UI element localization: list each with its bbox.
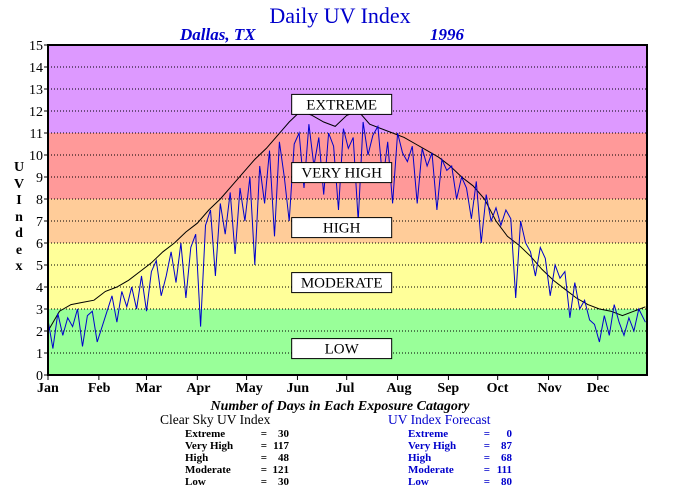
forecast-row: High = 68 [408, 452, 512, 464]
band-label-box [291, 162, 393, 184]
x-tick-label: Nov [538, 381, 562, 396]
plot-frame [47, 44, 648, 376]
band-label-box [291, 93, 393, 115]
y-axis-label: U V I n d e x [12, 160, 26, 276]
y-axis-letter: I [16, 193, 22, 208]
clear-sky-stats: Clear Sky UV Index Extreme = 30 Very High =… [160, 412, 289, 488]
x-tick-label: Jul [336, 381, 355, 396]
clear-sky-row: Low = 30 [185, 476, 289, 488]
y-axis-letter: e [15, 242, 23, 258]
y-tick-label: 13 [29, 83, 43, 98]
clear-sky-row: Moderate = 121 [185, 464, 289, 476]
band-label: HIGH [323, 221, 361, 237]
x-tick-label: May [236, 381, 263, 396]
series-line-clear-sky [47, 110, 646, 332]
y-axis-letter: V [13, 176, 25, 192]
y-tick-label: 3 [36, 303, 43, 318]
y-tick-label: 10 [29, 149, 43, 164]
y-tick-label: 12 [29, 105, 43, 120]
counts-title: Number of Days in Each Exposure Catagory [210, 399, 470, 414]
forecast-stats: UV Index Forecast Extreme = 0 Very High = 87… [388, 412, 512, 488]
x-tick-label: Oct [487, 381, 509, 396]
clear-sky-row: Extreme = 30 [185, 428, 289, 440]
clear-sky-row: Very High = 117 [185, 440, 289, 452]
forecast-row: Low = 80 [408, 476, 512, 488]
y-axis-letter: x [15, 259, 23, 274]
y-axis-letter: U [13, 160, 25, 175]
y-tick-label: 0 [36, 369, 43, 384]
band-label-box [291, 338, 393, 360]
x-tick-label: Sep [437, 381, 459, 396]
forecast-row: Moderate = 111 [408, 464, 512, 476]
clear-sky-row: High = 48 [185, 452, 289, 464]
y-tick-label: 7 [36, 215, 43, 230]
x-tick-label: Mar [135, 381, 161, 396]
band-label: VERY HIGH [301, 166, 382, 182]
chart-year: 1996 [430, 25, 464, 44]
forecast-row: Extreme = 0 [408, 428, 512, 440]
y-tick-label: 4 [36, 281, 43, 296]
x-tick-label: Jan [37, 381, 59, 396]
y-tick-label: 5 [36, 259, 43, 274]
y-tick-label: 15 [29, 39, 43, 54]
y-tick-label: 8 [36, 193, 43, 208]
y-axis-letter: d [15, 226, 23, 241]
band-label-box [291, 272, 393, 294]
y-tick-label: 14 [29, 61, 43, 76]
y-axis-letter: n [15, 209, 23, 225]
x-tick-label: Apr [186, 381, 210, 396]
x-tick-label: Dec [587, 381, 610, 396]
forecast-row: Very High = 87 [408, 440, 512, 452]
x-tick-label: Feb [88, 381, 111, 396]
x-tick-label: Aug [387, 381, 412, 396]
band-label: MODERATE [301, 276, 383, 292]
band-label: EXTREME [306, 97, 377, 113]
chart-location: Dallas, TX [180, 25, 256, 44]
y-tick-label: 2 [36, 325, 43, 340]
band-label: LOW [325, 342, 360, 358]
y-tick-label: 1 [36, 347, 43, 362]
band-label-box [291, 217, 393, 239]
band-extreme [48, 45, 647, 133]
series-line-forecast [47, 121, 646, 349]
chart-title: Daily UV Index [269, 3, 411, 28]
x-tick-label: Jun [286, 381, 309, 396]
y-tick-label: 11 [30, 127, 43, 142]
y-tick-label: 6 [36, 237, 43, 252]
y-tick-label: 9 [36, 171, 43, 186]
clear-sky-title: Clear Sky UV Index [160, 412, 271, 427]
forecast-title: UV Index Forecast [388, 412, 491, 427]
